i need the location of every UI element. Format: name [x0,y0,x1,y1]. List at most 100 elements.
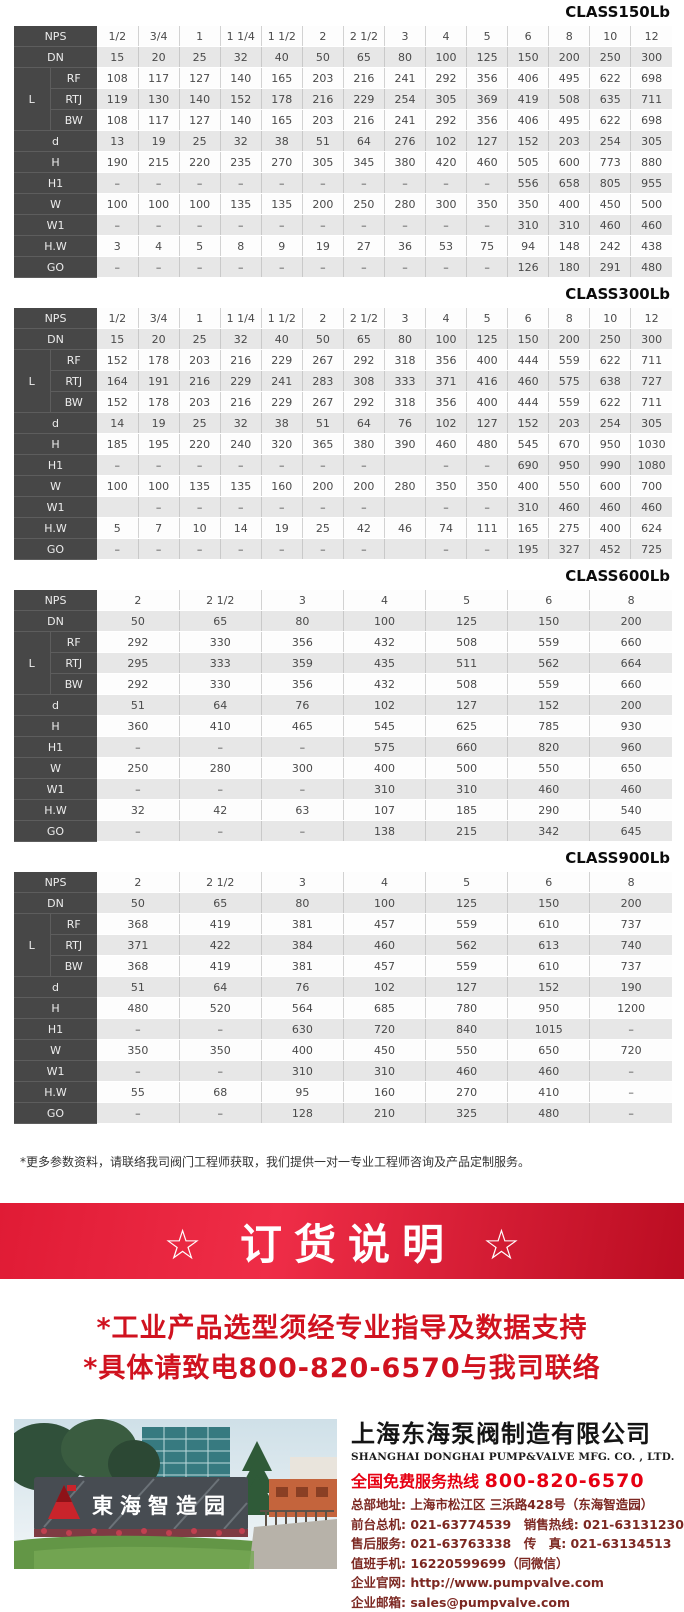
footer-contact-line: 前台总机: 021-63774539 销售热线: 021-63131230 [351,1515,672,1535]
table-cell: 10 [179,518,220,539]
table-cell: 495 [549,110,590,131]
row-label: H.W [14,1082,97,1103]
table-cell: 102 [343,977,425,998]
table-cell: 19 [302,236,343,257]
table-cell: – [97,1061,179,1082]
table-cell: – [179,779,261,800]
table-cell: 32 [97,800,179,821]
table-cell: – [179,215,220,236]
table-cell: 711 [631,350,672,371]
table-cell: 127 [426,977,508,998]
table-cell: 318 [384,392,425,413]
table-cell: 42 [343,518,384,539]
table-cell: 622 [590,392,631,413]
table-cell: – [97,455,138,476]
table-cell: 216 [220,350,261,371]
table-cell: 63 [261,800,343,821]
row-label: H1 [14,455,97,476]
table-cell: 327 [549,539,590,560]
table-cell: 150 [508,611,590,632]
table-cell: 20 [138,329,179,350]
table-cell: – [426,173,467,194]
table-cell: 152 [220,89,261,110]
table-cell: 330 [179,632,261,653]
table-cell: 500 [631,194,672,215]
table-cell: – [97,215,138,236]
table-cell: 100 [97,194,138,215]
row-label: W1 [14,1061,97,1082]
table-cell: 305 [302,152,343,173]
table-cell: 50 [302,329,343,350]
row-label: NPS [14,590,97,611]
table-cell: 280 [179,758,261,779]
footnote: *更多参数资料，请联络我司阀门工程师获取，我们提供一对一专业工程师咨询及产品定制… [20,1154,684,1170]
row-label: W1 [14,497,97,518]
table-cell: 65 [179,611,261,632]
table-cell: 950 [508,998,590,1019]
table-cell: 550 [549,476,590,497]
table-cell: 190 [97,152,138,173]
table-cell: 80 [261,611,343,632]
table-cell: 51 [302,131,343,152]
table-cell: 216 [179,371,220,392]
table-cell: 384 [261,935,343,956]
table-cell: 930 [590,716,672,737]
table-cell: 1 1/2 [261,26,302,47]
table-cell: 140 [179,89,220,110]
table-cell: 711 [631,89,672,110]
table-cell: 200 [302,476,343,497]
table-cell: – [343,257,384,278]
table-cell: 140 [220,110,261,131]
table-cell: 356 [467,110,508,131]
row-label: d [14,695,97,716]
table-cell: 295 [97,653,179,674]
table-cell: 310 [426,779,508,800]
table-cell: 550 [508,758,590,779]
table-cell: 203 [179,350,220,371]
table-cell: 559 [549,350,590,371]
table-cell: 108 [97,110,138,131]
table-cell: 165 [508,518,549,539]
table-cell: 310 [508,497,549,518]
table-cell: 805 [590,173,631,194]
table-cell: 1200 [590,998,672,1019]
table-cell: 140 [220,68,261,89]
table-cell: 2 [97,590,179,611]
table-cell: – [97,539,138,560]
table-cell: 645 [590,821,672,842]
table-cell: 25 [302,518,343,539]
table-cell: 127 [467,413,508,434]
table-cell: 12 [631,26,672,47]
table-cell: – [590,1019,672,1040]
table-cell: 64 [343,413,384,434]
table-cell: 1 1/2 [261,308,302,329]
table-cell: 380 [384,152,425,173]
table-cell: – [343,539,384,560]
table-cell: 422 [179,935,261,956]
table-cell: 950 [590,434,631,455]
row-label: H [14,716,97,737]
table-cell: 400 [467,392,508,413]
table-cell: 152 [508,977,590,998]
table-cell: 191 [138,371,179,392]
table-cell: 380 [343,434,384,455]
table-cell: – [220,215,261,236]
row-label: DN [14,47,97,68]
table-cell: 416 [467,371,508,392]
table-cell: – [467,455,508,476]
table-cell: 68 [179,1082,261,1103]
table-cell: 564 [261,998,343,1019]
table-cell: 4 [343,590,425,611]
table-cell: 350 [467,476,508,497]
table-cell: – [220,173,261,194]
table-cell: – [97,1103,179,1124]
row-label: W [14,1040,97,1061]
